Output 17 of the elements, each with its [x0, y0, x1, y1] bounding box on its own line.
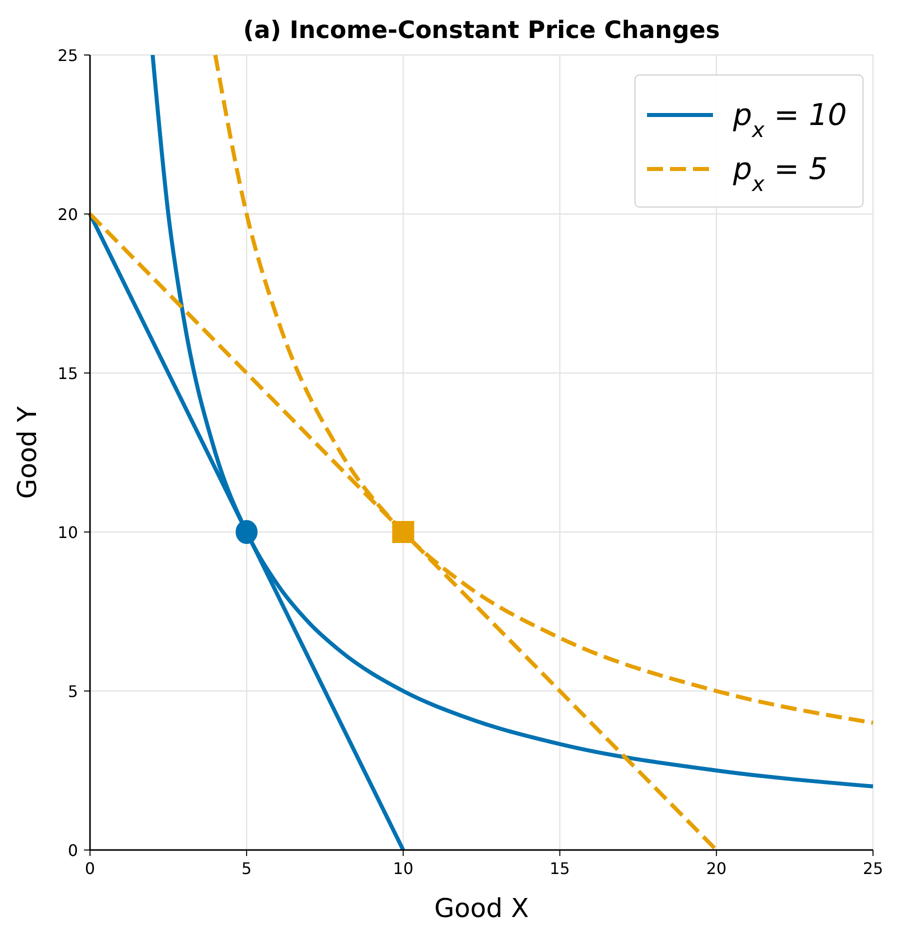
- x-tick-label: 15: [550, 859, 570, 878]
- y-tick-label: 15: [58, 364, 78, 383]
- x-tick-label: 25: [862, 859, 884, 878]
- x-tick-label: 20: [706, 859, 727, 878]
- legend-label: p$_{x}$ = 5: [732, 152, 828, 196]
- chart-title: (a) Income-Constant Price Changes: [243, 16, 720, 44]
- y-axis-title: Good Y: [13, 406, 43, 499]
- legend-label: p$_{x}$ = 10: [732, 98, 847, 142]
- y-tick-label: 25: [58, 46, 78, 65]
- x-tick-label: 5: [242, 859, 252, 878]
- x-axis-title: Good X: [434, 894, 529, 924]
- y-tick-label: 10: [58, 523, 78, 542]
- x-tick-label: 0: [84, 859, 96, 878]
- x-tick-label: 10: [393, 859, 414, 878]
- y-tick-label: 5: [68, 682, 78, 701]
- y-tick-label: 0: [68, 841, 78, 860]
- y-tick-label: 20: [58, 205, 78, 224]
